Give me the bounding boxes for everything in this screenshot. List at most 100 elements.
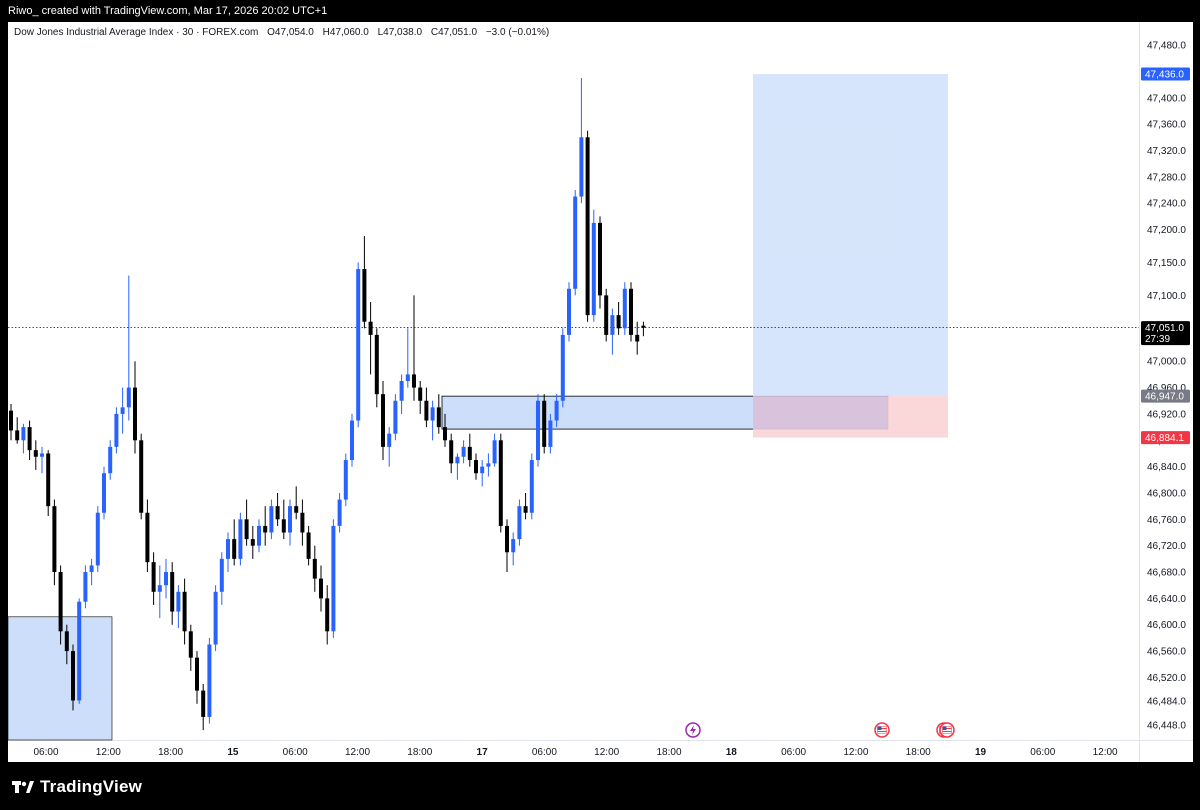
candle[interactable]: [170, 572, 175, 612]
candle[interactable]: [474, 460, 478, 474]
candle[interactable]: [300, 512, 305, 533]
candle[interactable]: [505, 525, 509, 553]
candle[interactable]: [387, 433, 392, 447]
candle[interactable]: [529, 460, 534, 513]
candle[interactable]: [598, 222, 602, 296]
candle[interactable]: [461, 446, 466, 457]
candle[interactable]: [114, 413, 119, 447]
candle[interactable]: [294, 506, 299, 513]
candle[interactable]: [120, 407, 125, 414]
candle[interactable]: [486, 463, 491, 467]
candle[interactable]: [591, 222, 596, 316]
candle[interactable]: [356, 269, 361, 421]
target-price-label-bg[interactable]: [1141, 67, 1190, 81]
candle[interactable]: [95, 512, 100, 566]
candle[interactable]: [257, 525, 261, 546]
candle[interactable]: [145, 512, 150, 563]
candle[interactable]: [343, 460, 348, 500]
candle[interactable]: [83, 572, 88, 602]
candle[interactable]: [629, 288, 633, 335]
candle[interactable]: [567, 288, 571, 335]
candle[interactable]: [58, 572, 63, 632]
candle[interactable]: [213, 591, 218, 645]
candle[interactable]: [232, 539, 237, 559]
candle[interactable]: [64, 631, 69, 652]
candle[interactable]: [374, 334, 379, 395]
candle[interactable]: [337, 499, 342, 526]
demand-zone-left[interactable]: [8, 616, 113, 741]
candle[interactable]: [319, 578, 323, 599]
candle[interactable]: [641, 325, 646, 328]
candle[interactable]: [164, 572, 168, 586]
candle[interactable]: [467, 446, 472, 461]
candle[interactable]: [548, 420, 553, 447]
candle[interactable]: [281, 519, 286, 533]
candle[interactable]: [207, 644, 212, 717]
candle[interactable]: [52, 506, 57, 573]
tradingview-logo[interactable]: TradingView: [12, 775, 142, 799]
candle[interactable]: [195, 657, 199, 691]
candlestick-chart[interactable]: 47,480.047,440.047,400.047,360.047,320.0…: [8, 22, 1193, 762]
candle[interactable]: [350, 420, 354, 461]
chart-frame[interactable]: 47,480.047,440.047,400.047,360.047,320.0…: [8, 22, 1193, 762]
candle[interactable]: [46, 453, 51, 507]
candle[interactable]: [622, 288, 627, 329]
plot-area[interactable]: [8, 22, 1139, 740]
candle[interactable]: [393, 400, 398, 434]
candle[interactable]: [523, 506, 528, 513]
candle[interactable]: [89, 565, 94, 573]
candle[interactable]: [139, 440, 144, 513]
candle[interactable]: [126, 387, 131, 408]
candle[interactable]: [536, 400, 540, 461]
candle[interactable]: [157, 585, 162, 592]
candle[interactable]: [492, 440, 497, 464]
candle[interactable]: [331, 525, 336, 632]
candle[interactable]: [182, 591, 187, 632]
candle[interactable]: [151, 562, 156, 592]
candle[interactable]: [27, 427, 32, 451]
candle[interactable]: [269, 506, 274, 533]
candle[interactable]: [635, 334, 640, 342]
candle[interactable]: [424, 400, 429, 421]
candle[interactable]: [219, 558, 224, 592]
candle[interactable]: [188, 631, 193, 658]
candle[interactable]: [604, 295, 609, 335]
candle[interactable]: [511, 539, 516, 553]
candle[interactable]: [498, 440, 503, 526]
candle[interactable]: [436, 407, 441, 428]
candle[interactable]: [250, 539, 255, 546]
candle[interactable]: [418, 387, 423, 401]
stop-price-label-bg[interactable]: [1141, 431, 1190, 445]
candle[interactable]: [244, 519, 249, 540]
entry-price-label-bg[interactable]: [1141, 389, 1190, 403]
candle[interactable]: [616, 315, 621, 329]
candle[interactable]: [412, 374, 416, 388]
candle[interactable]: [362, 269, 367, 322]
candle[interactable]: [15, 430, 20, 441]
candle[interactable]: [381, 394, 385, 447]
candle[interactable]: [325, 598, 330, 632]
candle[interactable]: [368, 321, 373, 335]
candle[interactable]: [455, 456, 460, 464]
candle[interactable]: [176, 591, 181, 612]
candle[interactable]: [275, 506, 280, 520]
candle[interactable]: [610, 315, 615, 335]
candle[interactable]: [288, 506, 292, 533]
candle[interactable]: [9, 410, 13, 431]
candle[interactable]: [517, 506, 522, 540]
candle[interactable]: [573, 196, 578, 289]
candle[interactable]: [263, 525, 268, 533]
candle[interactable]: [33, 450, 38, 457]
candle[interactable]: [238, 519, 243, 559]
candle[interactable]: [430, 407, 435, 421]
candle[interactable]: [480, 466, 485, 474]
candle[interactable]: [542, 400, 547, 447]
position-profit-zone[interactable]: [753, 74, 948, 397]
candle[interactable]: [71, 651, 75, 701]
candle[interactable]: [306, 532, 311, 559]
candle[interactable]: [133, 387, 137, 441]
candle[interactable]: [40, 453, 44, 457]
candle[interactable]: [108, 446, 113, 474]
candle[interactable]: [102, 473, 106, 513]
candle[interactable]: [77, 601, 82, 701]
